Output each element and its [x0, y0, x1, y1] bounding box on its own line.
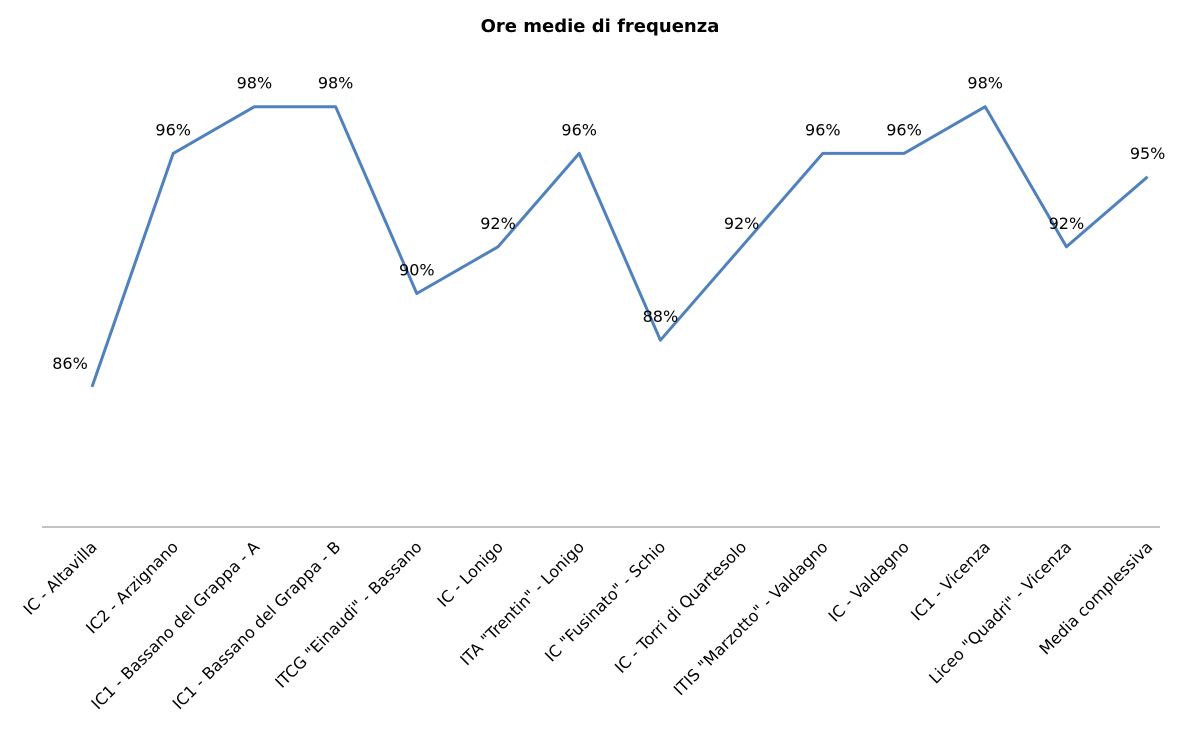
data-label: 96%	[805, 120, 841, 139]
data-label: 90%	[399, 261, 435, 280]
data-label: 96%	[886, 120, 922, 139]
data-label: 92%	[1049, 214, 1085, 233]
chart-title: Ore medie di frequenza	[481, 16, 720, 37]
data-label: 98%	[237, 74, 273, 93]
data-label: 86%	[52, 354, 88, 373]
x-tick-label: IC - Altavilla	[20, 537, 101, 618]
x-tick-label: IC1 - Bassano del Grappa - B	[169, 537, 345, 713]
data-label: 88%	[643, 307, 679, 326]
x-tick-label: ITCG "Einaudi" - Bassano	[271, 537, 425, 691]
data-label: 92%	[480, 214, 516, 233]
data-label: 98%	[967, 74, 1003, 93]
data-label: 95%	[1130, 144, 1166, 163]
data-label: 98%	[318, 74, 354, 93]
line	[90, 105, 1149, 388]
x-tick-label: IC1 - Bassano del Grappa - A	[87, 537, 263, 713]
data-label: 92%	[724, 214, 760, 233]
x-tick-label: IC - Torri di Quartesolo	[611, 537, 751, 677]
x-tick-label: IC - Lonigo	[433, 537, 506, 610]
data-label: 96%	[155, 120, 191, 139]
data-label: 96%	[561, 120, 597, 139]
x-tick-label: IC1 - Vicenza	[907, 537, 994, 624]
x-tick-label: ITIS "Marzotto" - Valdagno	[670, 537, 832, 699]
x-tick-label: IC - Valdagno	[825, 537, 913, 625]
x-tick-label: Liceo "Quadri" - Vicenza	[925, 537, 1075, 687]
